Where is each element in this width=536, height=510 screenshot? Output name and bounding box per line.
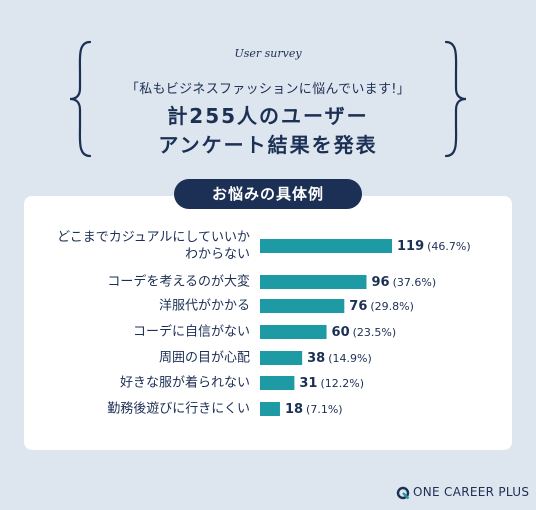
category-label: わからない	[185, 247, 250, 262]
value-label: 96 (37.6%)	[371, 275, 436, 290]
title-line-2: アンケート結果を発表	[158, 133, 378, 157]
category-label: コーデを考えるのが大変	[107, 274, 250, 290]
brand-logo: ONE CAREER PLUS	[396, 484, 530, 502]
value-label: 76 (29.8%)	[349, 299, 414, 314]
value-label: 60 (23.5%)	[332, 325, 397, 340]
bar	[260, 325, 327, 339]
section-badge: お悩みの具体例	[174, 179, 362, 209]
bar	[260, 299, 345, 313]
logo-mark-icon	[396, 486, 410, 500]
survey-label: User survey	[234, 47, 302, 60]
bar	[260, 351, 303, 365]
category-label: 洋服代がかかる	[159, 299, 250, 314]
category-label: どこまでカジュアルにしていいか	[57, 230, 250, 245]
category-label: 好きな服が着られない	[120, 375, 250, 391]
bar	[260, 239, 392, 253]
survey-header: User survey 「私もビジネスファッションに悩んでいます!」 計255人…	[0, 0, 536, 170]
bar	[260, 275, 367, 289]
left-brace-icon	[69, 40, 92, 158]
value-label: 38 (14.9%)	[307, 351, 372, 366]
category-label: 勤務後遊びに行きにくい	[107, 402, 250, 417]
bar	[260, 402, 280, 416]
page-title: 計255人のユーザー アンケート結果を発表	[0, 102, 536, 160]
value-label: 119 (46.7%)	[397, 239, 471, 254]
subtitle: 「私もビジネスファッションに悩んでいます!」	[125, 82, 411, 97]
value-label: 31 (12.2%)	[299, 376, 364, 391]
title-line-1: 計255人のユーザー	[167, 104, 369, 128]
logo-text: ONE CAREER PLUS	[413, 485, 530, 499]
value-label: 18 (7.1%)	[285, 402, 343, 417]
category-label: コーデに自信がない	[133, 324, 250, 340]
category-label: 周囲の目が心配	[159, 351, 250, 366]
bar	[260, 376, 295, 390]
right-brace-icon	[444, 40, 467, 158]
